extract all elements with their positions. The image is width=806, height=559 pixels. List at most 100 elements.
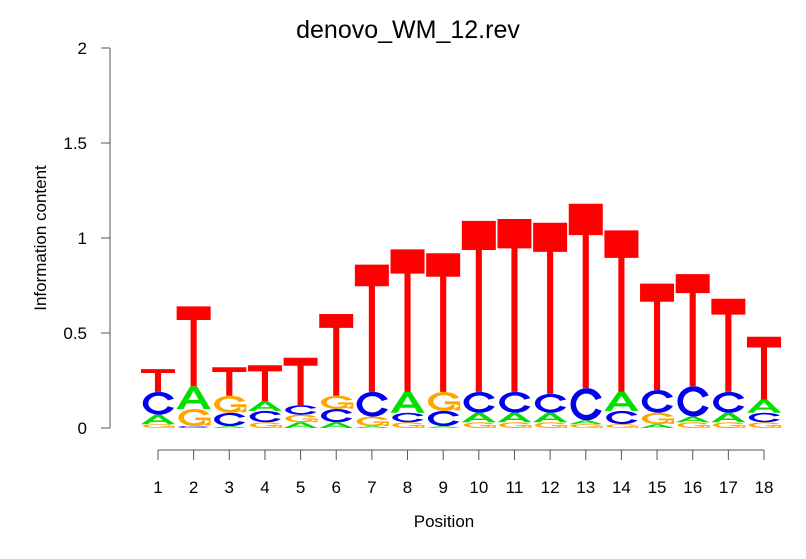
logo-letter-C <box>534 393 567 413</box>
logo-letter-C <box>356 391 388 417</box>
logo-letter-A <box>319 422 354 428</box>
y-tick-label: 0 <box>78 419 87 438</box>
logo-letter-G <box>606 424 639 428</box>
x-tick-label: 3 <box>225 478 234 497</box>
logo-letter-C <box>285 405 317 415</box>
x-tick-label: 13 <box>576 478 595 497</box>
logo-letter-T <box>711 298 746 392</box>
logo-letter-A <box>711 412 746 423</box>
y-axis: 0 0.5 1 1.5 2 <box>63 39 111 438</box>
logo-letter-T <box>283 357 318 406</box>
logo-letter-T <box>426 253 461 392</box>
x-tick-label: 2 <box>189 478 198 497</box>
logo-letter-G <box>178 409 211 427</box>
logo-letter-A <box>747 399 781 413</box>
logo-letter-A <box>568 420 603 425</box>
logo-letter-G <box>677 422 710 428</box>
x-axis: 1 2 3 4 5 6 7 8 9 10 11 12 13 14 15 16 17 18 <box>153 449 774 497</box>
logo-letter-C <box>713 391 745 413</box>
x-tick-label: 9 <box>438 478 447 497</box>
logo-letter-G <box>499 422 532 428</box>
chart-title: denovo_WM_12.rev <box>296 16 520 44</box>
logo-letter-T <box>390 249 425 392</box>
logo-letter-C <box>499 391 531 413</box>
x-tick-label: 10 <box>469 478 488 497</box>
logo-letter-C <box>570 388 602 421</box>
logo-letter-T <box>533 222 568 394</box>
logo-letter-T <box>354 264 389 392</box>
x-axis-label: Position <box>414 512 474 531</box>
x-tick-label: 8 <box>403 478 412 497</box>
logo-letter-G <box>713 422 746 428</box>
logo-letter-A <box>533 412 568 423</box>
x-tick-label: 4 <box>260 478 269 497</box>
y-tick-label: 2 <box>78 39 87 58</box>
logo-letter-G <box>213 395 247 413</box>
logo-letter-A <box>247 401 282 411</box>
logo-letter-C <box>320 409 353 423</box>
y-axis-label: Information content <box>31 165 50 311</box>
logo-letter-T <box>604 230 639 392</box>
y-tick-label: 1.5 <box>63 134 87 153</box>
x-tick-label: 16 <box>683 478 702 497</box>
logo-letter-A <box>426 426 461 428</box>
logo-letter-C <box>606 410 638 425</box>
logo-letter-A <box>176 386 211 409</box>
y-tick-label: 0.5 <box>63 324 87 343</box>
logo-letter-A <box>640 424 675 428</box>
logo-letter-G <box>320 395 354 409</box>
logo-letter-C <box>748 412 780 423</box>
x-tick-label: 5 <box>296 478 305 497</box>
logo-letter-A <box>354 426 389 428</box>
logo-letter-G <box>285 414 318 423</box>
logo-letter-A <box>675 416 710 423</box>
logo-letter-C <box>142 391 174 415</box>
logo-letter-A <box>141 414 175 425</box>
logo-letters <box>141 203 781 428</box>
x-tick-label: 15 <box>648 478 667 497</box>
logo-letter-C <box>213 412 246 427</box>
logo-letter-G <box>427 391 461 411</box>
x-tick-label: 7 <box>367 478 376 497</box>
logo-letter-A <box>604 391 639 411</box>
logo-letter-T <box>141 369 175 392</box>
logo-letter-C <box>427 410 460 427</box>
logo-letter-T <box>568 203 603 389</box>
logo-letter-C <box>463 391 495 413</box>
logo-letter-C <box>249 410 281 423</box>
logo-letter-G <box>641 412 675 425</box>
logo-letter-G <box>570 424 603 428</box>
x-tick-label: 6 <box>332 478 341 497</box>
x-tick-label: 18 <box>755 478 774 497</box>
logo-letter-C <box>641 390 674 413</box>
x-tick-label: 12 <box>541 478 560 497</box>
y-tick-label: 1 <box>78 229 87 248</box>
logo-letter-T <box>747 336 781 400</box>
x-tick-label: 1 <box>153 478 162 497</box>
x-tick-label: 11 <box>506 478 524 497</box>
logo-letter-T <box>497 219 532 392</box>
logo-letter-A <box>497 412 532 423</box>
x-tick-label: 17 <box>719 478 738 497</box>
logo-letter-T <box>461 220 496 392</box>
logo-letter-C <box>677 386 709 417</box>
logo-letter-G <box>534 422 568 428</box>
x-tick-label: 14 <box>612 478 631 497</box>
logo-letter-A <box>212 426 247 428</box>
logo-letter-T <box>247 365 282 402</box>
logo-letter-G <box>392 422 425 428</box>
logo-letter-C <box>392 412 424 423</box>
logo-letter-C <box>178 426 210 428</box>
logo-letter-A <box>390 391 425 413</box>
logo-letter-T <box>675 274 710 387</box>
logo-letter-A <box>461 412 496 423</box>
logo-letter-G <box>463 422 496 428</box>
logo-letter-T <box>176 306 211 387</box>
logo-letter-T <box>319 314 354 396</box>
logo-letter-G <box>142 424 175 428</box>
logo-letter-G <box>249 422 282 428</box>
logo-letter-T <box>640 283 675 390</box>
logo-letter-T <box>212 367 247 396</box>
logo-letter-G <box>748 422 781 428</box>
